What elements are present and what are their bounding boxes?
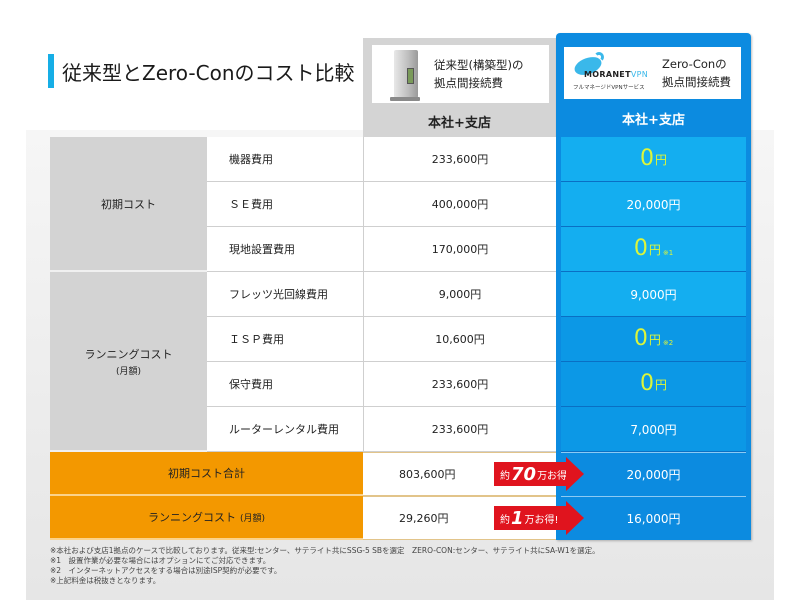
zero-con-subheader: 本社+支店 xyxy=(622,112,685,128)
server-icon xyxy=(390,50,420,101)
moranet-vpn-logo: MORANETVPN フルマネージドVPNサービス xyxy=(570,50,660,96)
traditional-header-text: 従来型(構築型)の 拠点間接続費 xyxy=(434,58,524,90)
traditional-cost: 10,600円 xyxy=(363,317,556,362)
moranet-logo-signal-icon xyxy=(594,52,604,62)
page-title: 従来型とZero-Conのコスト比較 xyxy=(62,60,355,85)
zero-con-cost: 0 円 ※2 xyxy=(561,317,746,362)
table-row-item: 機器費用 xyxy=(207,137,363,182)
zero-con-cost: 20,000円 xyxy=(561,182,746,227)
traditional-cost: 170,000円 xyxy=(363,227,556,272)
category-running-cost: ランニングコスト (月額) xyxy=(50,272,207,452)
traditional-cost: 233,600円 xyxy=(363,362,556,407)
traditional-cost: 233,600円 xyxy=(363,407,556,452)
savings-arrow-running: 約 1 万お得! xyxy=(494,501,588,535)
category-initial-cost: 初期コスト xyxy=(50,137,207,272)
footnotes: ※本社および支店1拠点のケースで比較しております。従来型:センター、サテライト共… xyxy=(50,546,600,586)
summary-initial-total-label: 初期コスト合計 xyxy=(50,452,363,496)
table-row-item: ＩＳＰ費用 xyxy=(207,317,363,362)
arrow-right-icon xyxy=(566,457,584,491)
traditional-logo-box: 従来型(構築型)の 拠点間接続費 xyxy=(372,45,549,103)
footnote: ※本社および支店1拠点のケースで比較しております。従来型:センター、サテライト共… xyxy=(50,546,600,555)
table-row-item: 保守費用 xyxy=(207,362,363,407)
table-row-item: ルーターレンタル費用 xyxy=(207,407,363,452)
footnote: ※1 設置作業が必要な場合にはオプションにてご対応できます。 xyxy=(50,556,271,565)
zero-con-cost: 0 円 ※1 xyxy=(561,227,746,272)
zero-con-header-text: Zero-Conの 拠点間接続費 xyxy=(662,57,731,89)
traditional-subheader: 本社+支店 xyxy=(428,115,491,131)
traditional-cost: 400,000円 xyxy=(363,182,556,227)
savings-arrow-initial: 約 70 万お得! xyxy=(494,457,588,491)
table-row-item: 現地設置費用 xyxy=(207,227,363,272)
zero-con-cost: 7,000円 xyxy=(561,407,746,452)
header-traditional: 従来型(構築型)の 拠点間接続費 本社+支店 xyxy=(363,38,556,137)
summary-running-label: ランニングコスト (月額) xyxy=(50,496,363,540)
page-title-block: 従来型とZero-Conのコスト比較 xyxy=(48,54,355,88)
traditional-cost: 233,600円 xyxy=(363,137,556,182)
traditional-cost: 9,000円 xyxy=(363,272,556,317)
table-row-item: ＳＥ費用 xyxy=(207,182,363,227)
zero-con-cost: 9,000円 xyxy=(561,272,746,317)
arrow-right-icon xyxy=(566,501,584,535)
table-row-item: フレッツ光回線費用 xyxy=(207,272,363,317)
summary-initial-zero-con: 20,000円 xyxy=(561,452,746,496)
title-accent-bar xyxy=(48,54,54,88)
footnote: ※2 インターネットアクセスをする場合は別途ISP契約が必要です。 xyxy=(50,566,282,575)
summary-running-zero-con: 16,000円 xyxy=(561,496,746,540)
zero-con-logo-box: MORANETVPN フルマネージドVPNサービス Zero-Conの 拠点間接… xyxy=(564,47,741,99)
footnote: ※上記料金は税抜きとなります。 xyxy=(50,576,161,585)
